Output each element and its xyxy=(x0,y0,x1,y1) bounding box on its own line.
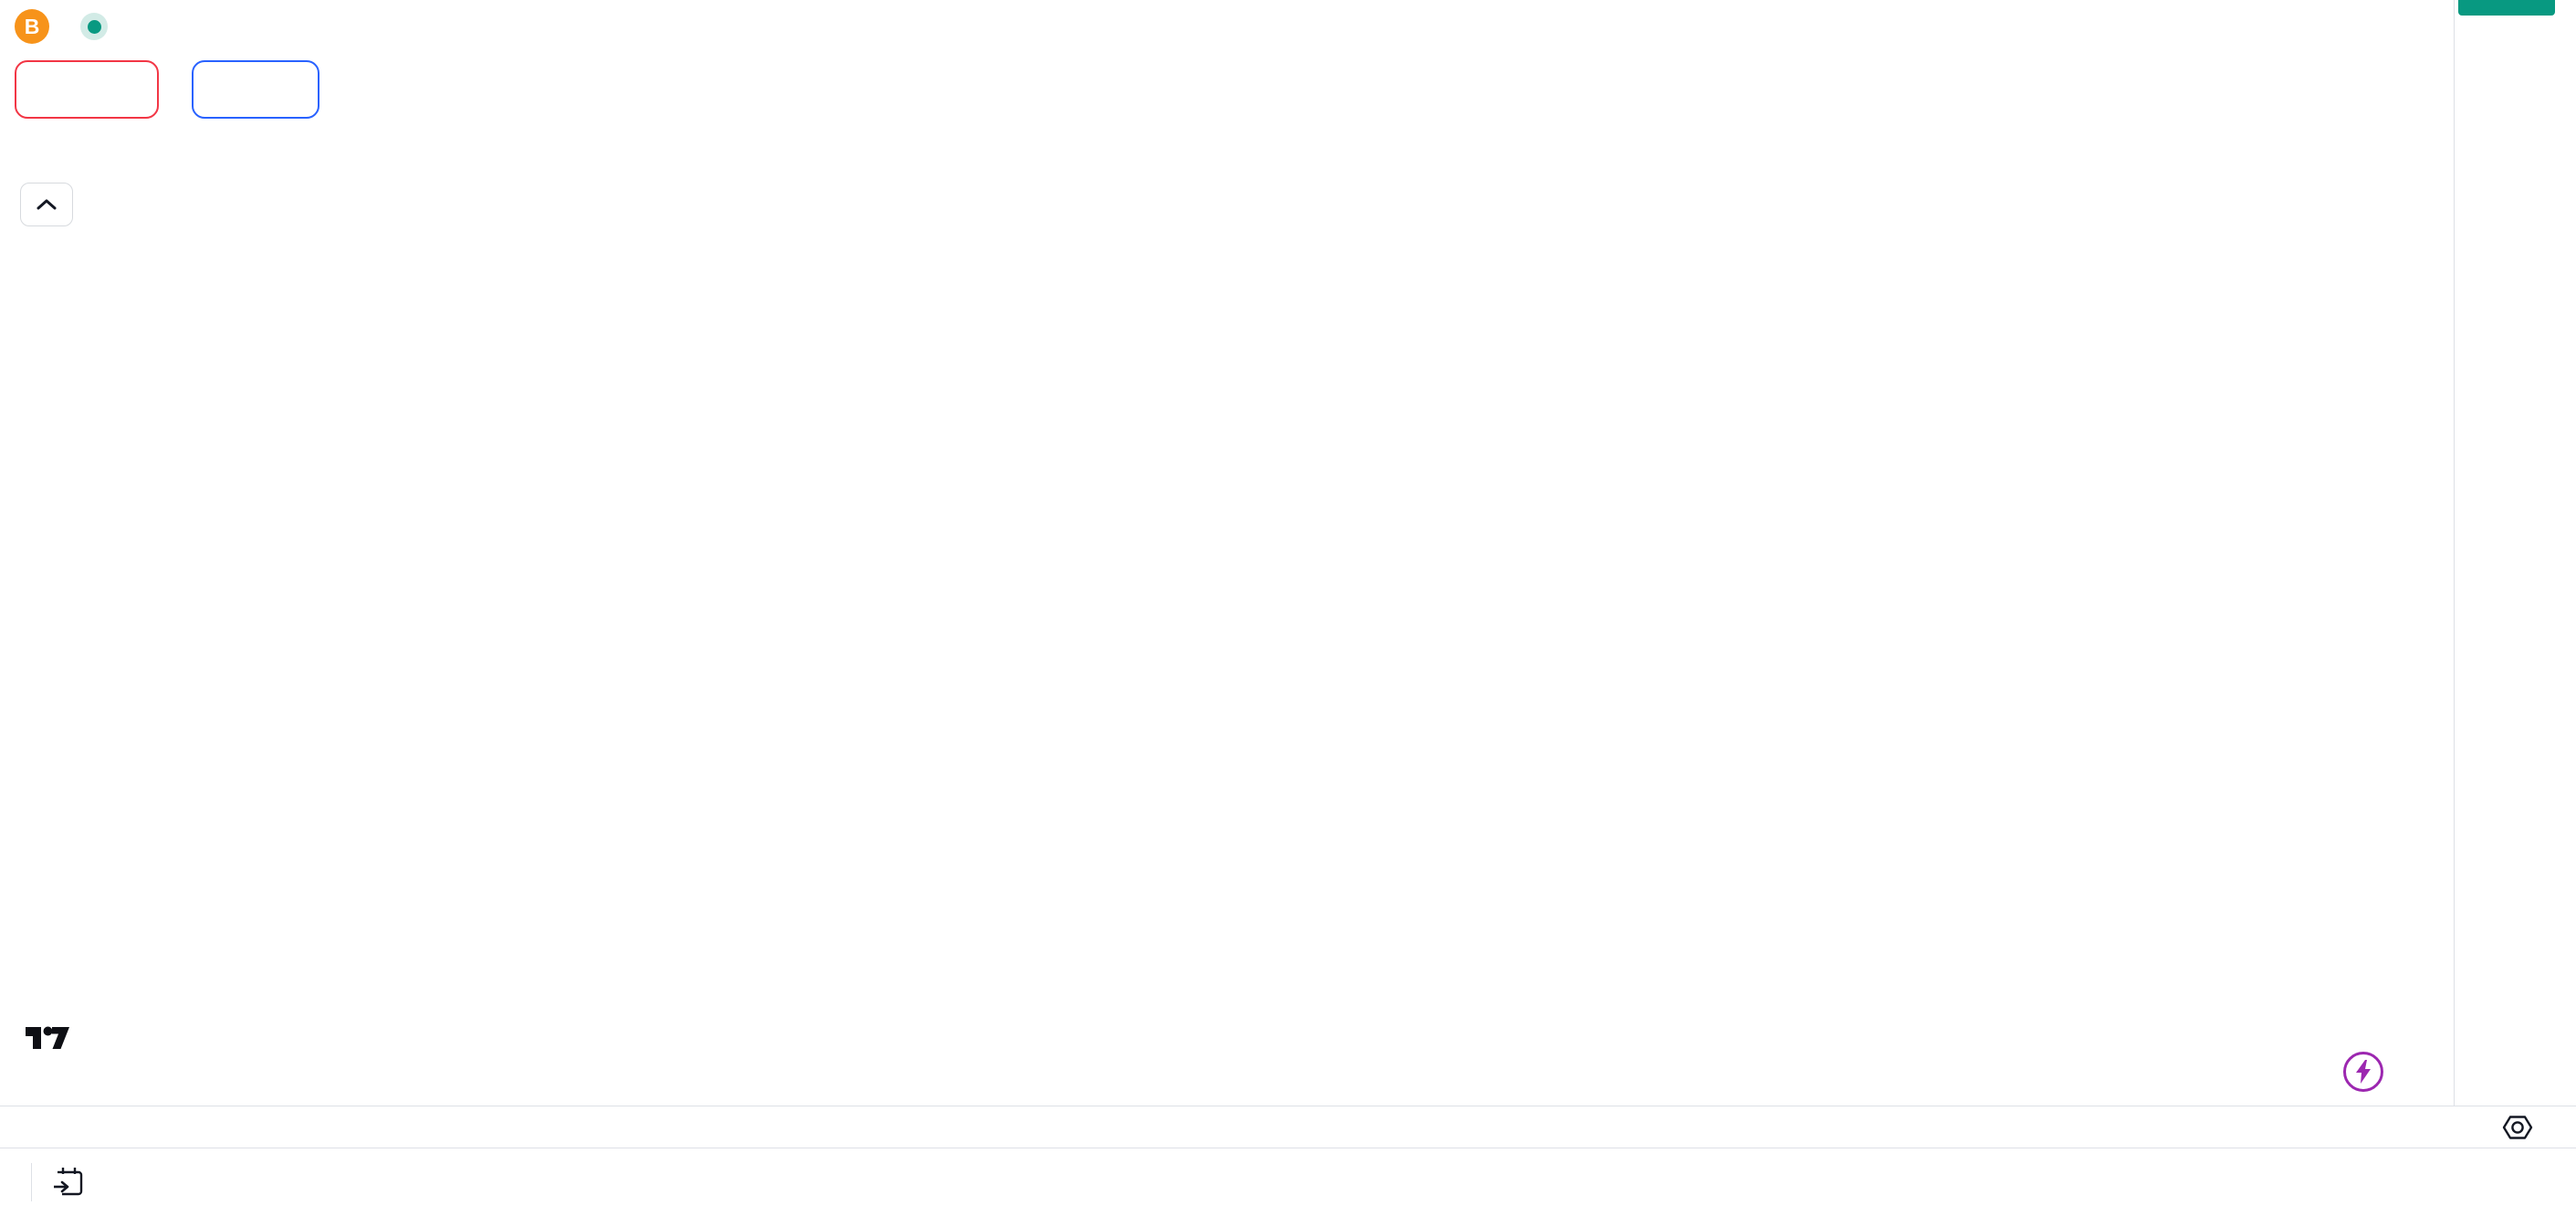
current-price-badge xyxy=(2458,0,2555,5)
collapse-panel-button[interactable] xyxy=(20,183,73,226)
price-axis[interactable] xyxy=(2454,0,2576,1106)
time-axis[interactable] xyxy=(0,1106,2576,1148)
eye-hexagon-icon xyxy=(2502,1116,2533,1139)
tradingview-logo-icon xyxy=(26,1026,69,1049)
ohlc-legend xyxy=(80,13,183,40)
trade-panel xyxy=(15,60,319,119)
bitcoin-icon: B xyxy=(15,9,49,44)
chart-header: B xyxy=(15,7,183,46)
toolbar-divider xyxy=(31,1163,32,1201)
tradingview-watermark xyxy=(24,1021,82,1055)
chevron-up-icon xyxy=(37,199,57,210)
time-axis-settings-button[interactable] xyxy=(2496,1110,2539,1145)
bottom-toolbar xyxy=(0,1148,2576,1216)
calendar-goto-icon xyxy=(54,1168,83,1196)
lightning-bolt-icon xyxy=(2356,1060,2371,1084)
buy-button[interactable] xyxy=(192,60,319,119)
instant-trading-button[interactable] xyxy=(2343,1052,2383,1092)
market-status-dot xyxy=(80,13,108,40)
go-to-date-button[interactable] xyxy=(47,1161,89,1203)
sell-button[interactable] xyxy=(15,60,159,119)
chart-canvas[interactable] xyxy=(0,0,2454,1106)
